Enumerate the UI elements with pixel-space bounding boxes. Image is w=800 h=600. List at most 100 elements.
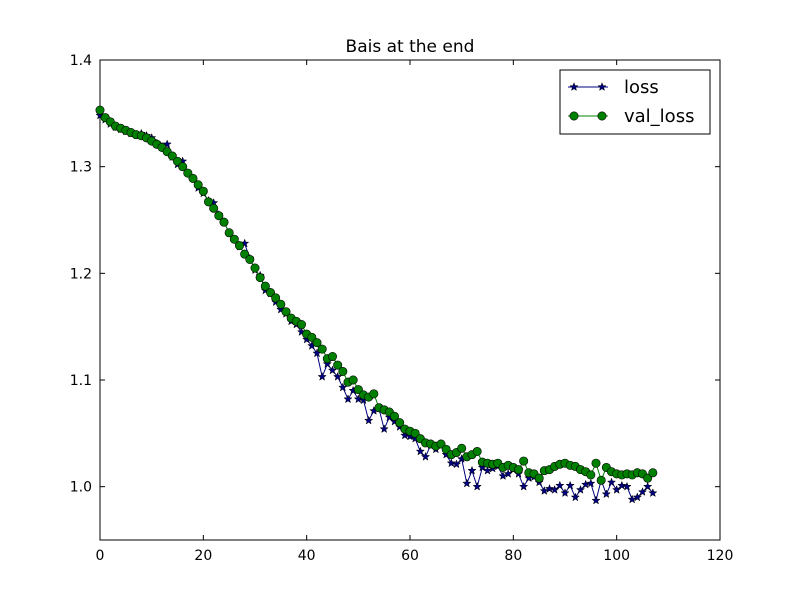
data-point-circle xyxy=(389,411,399,421)
data-point-circle xyxy=(348,375,358,385)
data-point-star xyxy=(482,465,493,475)
legend-marker xyxy=(597,111,607,121)
data-point-circle xyxy=(198,186,208,196)
data-point-circle xyxy=(534,473,544,483)
data-point-star xyxy=(415,446,426,456)
x-tick-label: 100 xyxy=(603,548,630,564)
data-point-circle xyxy=(596,475,606,485)
data-point-star xyxy=(591,495,601,505)
y-tick-label: 1.4 xyxy=(70,53,92,69)
data-point-circle xyxy=(472,446,482,456)
y-tick-label: 1.2 xyxy=(70,266,92,282)
data-point-star xyxy=(622,481,632,491)
data-point-circle xyxy=(271,293,281,303)
data-point-star xyxy=(162,139,172,149)
series-layer xyxy=(95,105,658,505)
data-point-circle xyxy=(333,360,343,370)
data-point-star xyxy=(420,451,431,461)
data-point-circle xyxy=(260,281,270,291)
data-point-star xyxy=(539,486,550,495)
data-point-circle xyxy=(209,203,219,213)
data-point-star xyxy=(446,458,457,468)
data-point-circle xyxy=(369,389,379,399)
data-point-circle xyxy=(214,211,224,221)
data-point-star xyxy=(637,487,648,496)
data-point-star xyxy=(363,415,374,425)
data-point-circle xyxy=(245,254,255,264)
data-point-circle xyxy=(95,105,105,115)
data-point-star xyxy=(642,481,653,491)
data-point-star xyxy=(518,481,529,491)
data-point-star xyxy=(451,459,462,469)
x-axis: 0 20 40 60 80 100 120 xyxy=(96,60,734,564)
legend-entry: val_loss xyxy=(568,106,694,127)
data-point-star xyxy=(462,478,472,488)
series-val-loss xyxy=(95,105,658,485)
chart-title: Bais at the end xyxy=(346,37,475,57)
data-point-star xyxy=(627,494,637,504)
legend-entry: loss xyxy=(568,77,659,98)
data-point-circle xyxy=(395,418,405,428)
data-point-circle xyxy=(457,443,467,453)
legend-label: val_loss xyxy=(624,106,694,127)
data-point-circle xyxy=(317,344,327,354)
y-tick-label: 1.3 xyxy=(70,160,92,176)
x-tick-label: 120 xyxy=(707,548,734,564)
legend-marker xyxy=(569,82,579,91)
data-point-star xyxy=(322,359,333,368)
data-point-circle xyxy=(224,228,234,238)
data-point-circle xyxy=(338,366,348,376)
data-point-star xyxy=(601,489,612,499)
data-point-star xyxy=(555,480,565,490)
legend-label: loss xyxy=(624,77,659,98)
data-point-star xyxy=(317,371,327,381)
data-point-circle xyxy=(229,234,239,244)
x-tick-label: 80 xyxy=(504,548,522,564)
legend-marker xyxy=(569,111,579,121)
legend-box xyxy=(559,69,711,135)
x-tick-label: 20 xyxy=(194,548,212,564)
data-point-star xyxy=(327,365,338,375)
data-point-star xyxy=(565,480,575,490)
data-point-circle xyxy=(219,217,229,227)
data-point-star xyxy=(472,481,482,491)
data-point-star xyxy=(617,480,627,490)
data-point-circle xyxy=(648,468,658,478)
data-point-circle xyxy=(513,465,523,475)
data-point-circle xyxy=(519,456,529,466)
x-tick-label: 0 xyxy=(96,548,105,564)
y-axis: 1.0 1.1 1.2 1.3 1.4 xyxy=(70,53,720,496)
data-point-circle xyxy=(204,197,214,207)
data-point-star xyxy=(498,471,508,480)
data-point-circle xyxy=(586,470,596,480)
data-point-circle xyxy=(312,338,322,348)
y-tick-label: 1.1 xyxy=(70,373,92,389)
data-point-circle xyxy=(281,307,291,317)
data-point-star xyxy=(586,478,596,488)
data-point-circle xyxy=(591,458,601,468)
legend-marker xyxy=(597,82,607,91)
data-point-star xyxy=(343,394,353,404)
data-point-circle xyxy=(188,173,198,183)
y-tick-label: 1.0 xyxy=(70,480,92,496)
data-point-circle xyxy=(235,241,245,251)
data-point-circle xyxy=(250,263,260,273)
data-point-star xyxy=(570,492,581,502)
data-point-circle xyxy=(276,299,286,309)
x-tick-label: 60 xyxy=(401,548,419,564)
data-point-star xyxy=(467,465,477,475)
data-point-circle xyxy=(327,352,337,362)
data-point-star xyxy=(560,488,570,498)
plot-area xyxy=(100,60,720,540)
data-point-star xyxy=(544,483,555,493)
data-point-star xyxy=(648,488,658,498)
data-point-star xyxy=(575,484,586,494)
data-point-circle xyxy=(178,162,188,172)
data-point-star xyxy=(606,477,617,487)
data-point-star xyxy=(632,492,643,502)
plot-background xyxy=(100,60,720,540)
data-point-star xyxy=(379,424,389,434)
data-point-star xyxy=(338,382,348,392)
data-point-circle xyxy=(296,320,306,330)
